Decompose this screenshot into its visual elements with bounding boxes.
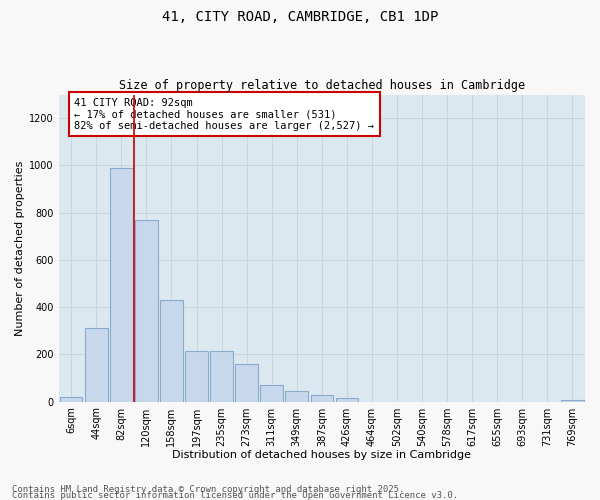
X-axis label: Distribution of detached houses by size in Cambridge: Distribution of detached houses by size … [172, 450, 472, 460]
Bar [160, 300, 183, 402]
Text: 41, CITY ROAD, CAMBRIDGE, CB1 1DP: 41, CITY ROAD, CAMBRIDGE, CB1 1DP [162, 10, 438, 24]
Bar [235, 364, 258, 402]
Bar [85, 328, 107, 402]
Bar [561, 400, 584, 402]
Text: Contains HM Land Registry data © Crown copyright and database right 2025.: Contains HM Land Registry data © Crown c… [12, 485, 404, 494]
Text: Contains public sector information licensed under the Open Government Licence v3: Contains public sector information licen… [12, 490, 458, 500]
Bar [260, 385, 283, 402]
Bar [110, 168, 133, 402]
Y-axis label: Number of detached properties: Number of detached properties [15, 160, 25, 336]
Bar [311, 394, 333, 402]
Text: 41 CITY ROAD: 92sqm
← 17% of detached houses are smaller (531)
82% of semi-detac: 41 CITY ROAD: 92sqm ← 17% of detached ho… [74, 98, 374, 131]
Title: Size of property relative to detached houses in Cambridge: Size of property relative to detached ho… [119, 79, 525, 92]
Bar [286, 391, 308, 402]
Bar [210, 351, 233, 402]
Bar [135, 220, 158, 402]
Bar [60, 397, 82, 402]
Bar [335, 398, 358, 402]
Bar [185, 351, 208, 402]
